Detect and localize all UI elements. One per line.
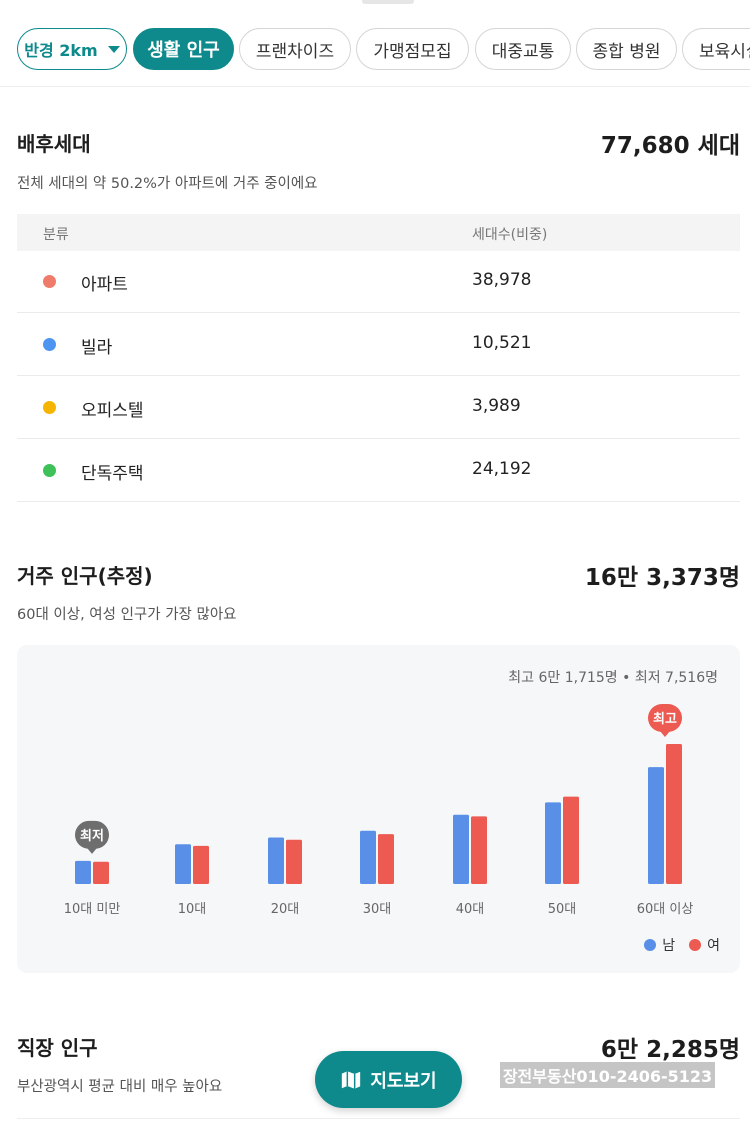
table-row: 단독주택 24,192 xyxy=(17,440,740,502)
x-tick-label: 30대 xyxy=(363,902,392,917)
table-row: 아파트 38,978 xyxy=(17,251,740,313)
legend-female: 여 xyxy=(689,935,720,955)
max-badge: 최고 xyxy=(648,704,682,737)
bar-male xyxy=(360,830,376,884)
chip-living-population[interactable]: 생활 인구 xyxy=(133,28,234,70)
bar-male xyxy=(175,844,191,884)
house-dot-icon xyxy=(43,464,56,477)
row-value: 24,192 xyxy=(472,459,532,479)
chevron-down-icon xyxy=(107,45,120,53)
chip-public-transport[interactable]: 대중교통 xyxy=(475,28,571,70)
households-subtitle: 전체 세대의 약 50.2%가 아파트에 거주 중이에요 xyxy=(17,176,318,192)
chip-general-hospital[interactable]: 종합 병원 xyxy=(576,28,677,70)
households-title: 배후세대 xyxy=(17,132,91,156)
radius-dropdown[interactable]: 반경 2km xyxy=(17,28,127,70)
bar-female xyxy=(193,845,209,884)
divider xyxy=(17,1118,740,1119)
x-tick-label: 10대 미만 xyxy=(64,902,121,917)
x-tick-label: 60대 이상 xyxy=(637,902,694,917)
watermark: 장전부동산010-2406-5123 xyxy=(500,1062,715,1088)
col-category: 분류 xyxy=(43,227,69,243)
row-name: 빌라 xyxy=(81,338,113,358)
bar-male xyxy=(453,814,469,884)
row-value: 38,978 xyxy=(472,270,532,290)
col-count: 세대수(비중) xyxy=(472,227,548,243)
bar-male xyxy=(648,767,664,884)
households-value: 77,680 세대 xyxy=(600,133,740,159)
row-name: 단독주택 xyxy=(81,464,144,484)
bar-male xyxy=(75,860,91,884)
x-tick-label: 10대 xyxy=(178,902,207,917)
bar-female xyxy=(471,816,487,884)
bar-female xyxy=(286,839,302,884)
row-value: 3,989 xyxy=(472,396,521,416)
bar-male xyxy=(545,802,561,884)
legend-female-label: 여 xyxy=(707,938,720,954)
legend-male: 남 xyxy=(644,935,675,955)
x-tick-label: 50대 xyxy=(548,902,577,917)
x-tick-label: 40대 xyxy=(456,902,485,917)
chip-franchise[interactable]: 프랜차이즈 xyxy=(239,28,351,70)
workers-value: 6만 2,285명 xyxy=(600,1037,740,1063)
officetel-dot-icon xyxy=(43,401,56,414)
bar-male xyxy=(268,837,284,884)
svg-text:최고: 최고 xyxy=(653,712,677,727)
female-dot-icon xyxy=(689,939,702,951)
legend-male-label: 남 xyxy=(662,938,676,954)
bar-female xyxy=(378,834,394,884)
bar-female xyxy=(93,861,109,884)
row-value: 10,521 xyxy=(472,333,532,353)
villa-dot-icon xyxy=(43,338,56,351)
male-dot-icon xyxy=(644,939,657,951)
row-name: 오피스텔 xyxy=(81,401,144,421)
apartment-dot-icon xyxy=(43,275,56,288)
bar-female xyxy=(563,796,579,884)
chip-childcare[interactable]: 보육시설 xyxy=(682,28,750,70)
table-row: 오피스텔 3,989 xyxy=(17,377,740,439)
residents-title: 거주 인구(추정) xyxy=(17,564,153,588)
residents-subtitle: 60대 이상, 여성 인구가 가장 많아요 xyxy=(17,607,237,623)
households-table-header: 분류 세대수(비중) xyxy=(17,214,740,251)
map-button-label: 지도보기 xyxy=(370,1070,437,1092)
map-icon xyxy=(342,1070,361,1089)
residents-value: 16만 3,373명 xyxy=(584,565,740,591)
sheet-grabber[interactable] xyxy=(362,0,414,4)
bar-female xyxy=(666,744,682,884)
min-badge: 최저 xyxy=(75,820,109,854)
workers-title: 직장 인구 xyxy=(17,1036,98,1060)
divider xyxy=(0,86,750,87)
table-row: 빌라 10,521 xyxy=(17,314,740,376)
map-view-button[interactable]: 지도보기 xyxy=(315,1051,462,1108)
chip-franchise-recruit[interactable]: 가맹점모집 xyxy=(356,28,469,70)
workers-subtitle: 부산광역시 평균 대비 매우 높아요 xyxy=(17,1079,223,1095)
svg-text:최저: 최저 xyxy=(80,829,104,844)
x-tick-label: 20대 xyxy=(271,902,300,917)
chart-summary: 최고 6만 1,715명 • 최저 7,516명 xyxy=(508,670,718,686)
category-chip-bar: 반경 2km 생활 인구 프랜차이즈 가맹점모집 대중교통 종합 병원 보육시설 xyxy=(0,28,750,70)
chart-legend: 남 여 xyxy=(630,935,720,955)
row-name: 아파트 xyxy=(81,275,128,295)
radius-label: 반경 2km xyxy=(24,41,98,60)
